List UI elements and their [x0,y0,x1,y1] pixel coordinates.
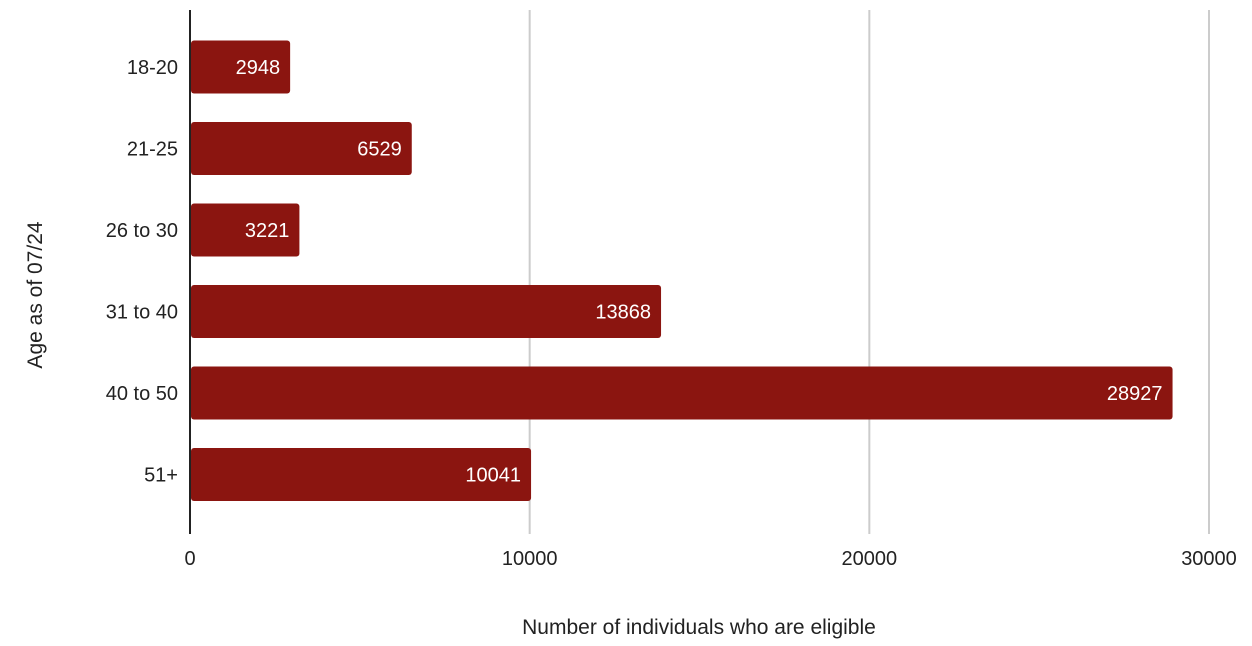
x-tick-label-3: 30000 [1181,548,1237,570]
x-tick-label-0: 0 [184,548,195,570]
labels: 0 10000 20000 30000 18-20 2948 21-25 6529 26 to … [106,57,1237,570]
bar-0 [191,40,291,94]
data-label-2: 3221 [245,220,290,242]
y-tick-label-2: 26 to 30 [106,220,178,242]
x-tick-label-2: 20000 [842,548,898,570]
data-label-5: 10041 [465,465,521,487]
x-tick-label-1: 10000 [502,548,558,570]
bar-4 [191,366,1173,420]
y-axis-title: Age as of 07/24 [24,221,47,368]
data-label-1: 6529 [357,139,402,161]
x-axis-title: Number of individuals who are eligible [522,616,876,639]
bar-3 [191,285,662,338]
y-tick-label-0: 18-20 [127,57,178,79]
bar-1 [191,122,412,175]
data-label-0: 2948 [236,57,281,79]
bars [191,40,1173,501]
y-tick-label-3: 31 to 40 [106,302,178,324]
y-tick-label-4: 40 to 50 [106,383,178,405]
data-label-4: 28927 [1107,383,1163,405]
y-tick-label-5: 51+ [144,465,178,487]
y-tick-label-1: 21-25 [127,139,178,161]
gridlines [528,10,1210,534]
bar-5 [191,448,532,501]
data-label-3: 13868 [595,302,651,324]
bar-2 [191,203,300,257]
